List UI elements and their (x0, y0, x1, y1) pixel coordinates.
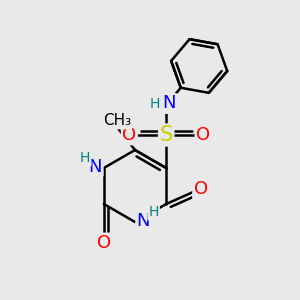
Text: O: O (194, 180, 208, 198)
Text: N: N (137, 212, 150, 230)
Text: O: O (97, 234, 111, 252)
Text: H: H (80, 152, 90, 165)
Text: CH₃: CH₃ (103, 113, 131, 128)
Text: O: O (196, 126, 210, 144)
Text: H: H (150, 97, 160, 110)
Text: N: N (89, 158, 102, 175)
Text: S: S (160, 125, 173, 145)
Text: H: H (148, 206, 159, 219)
Text: N: N (162, 94, 176, 112)
Text: O: O (122, 126, 136, 144)
